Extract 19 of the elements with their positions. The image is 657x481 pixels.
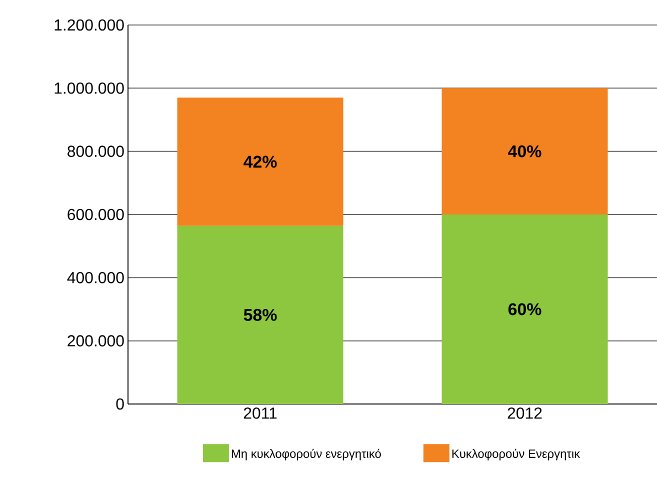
y-tick-label: 0 <box>116 398 124 410</box>
annotation: 60% <box>508 303 542 316</box>
bar <box>177 98 344 226</box>
y-tick-label: 1.000.000 <box>54 82 124 94</box>
x-tick-label: 2012 <box>508 408 542 419</box>
y-tick-label: 800.000 <box>68 146 124 157</box>
y-tick-label: 1.200.000 <box>54 19 124 31</box>
annotation: 58% <box>244 308 277 321</box>
legend-label: Μη κυκλοφορούν ενεργητικό <box>232 448 381 460</box>
y-tick-label: 600.000 <box>68 208 124 220</box>
y-tick-label: 400.000 <box>67 272 124 284</box>
bar <box>177 226 344 404</box>
annotation: 40% <box>508 145 542 158</box>
annotation: 42% <box>244 156 277 168</box>
legend-label: Κυκλοφορούν Ενεργητικ <box>452 448 580 460</box>
bar <box>442 88 608 214</box>
bar <box>442 214 608 404</box>
x-tick-label: 2011 <box>244 408 277 419</box>
y-tick-label: 200.000 <box>68 335 124 346</box>
